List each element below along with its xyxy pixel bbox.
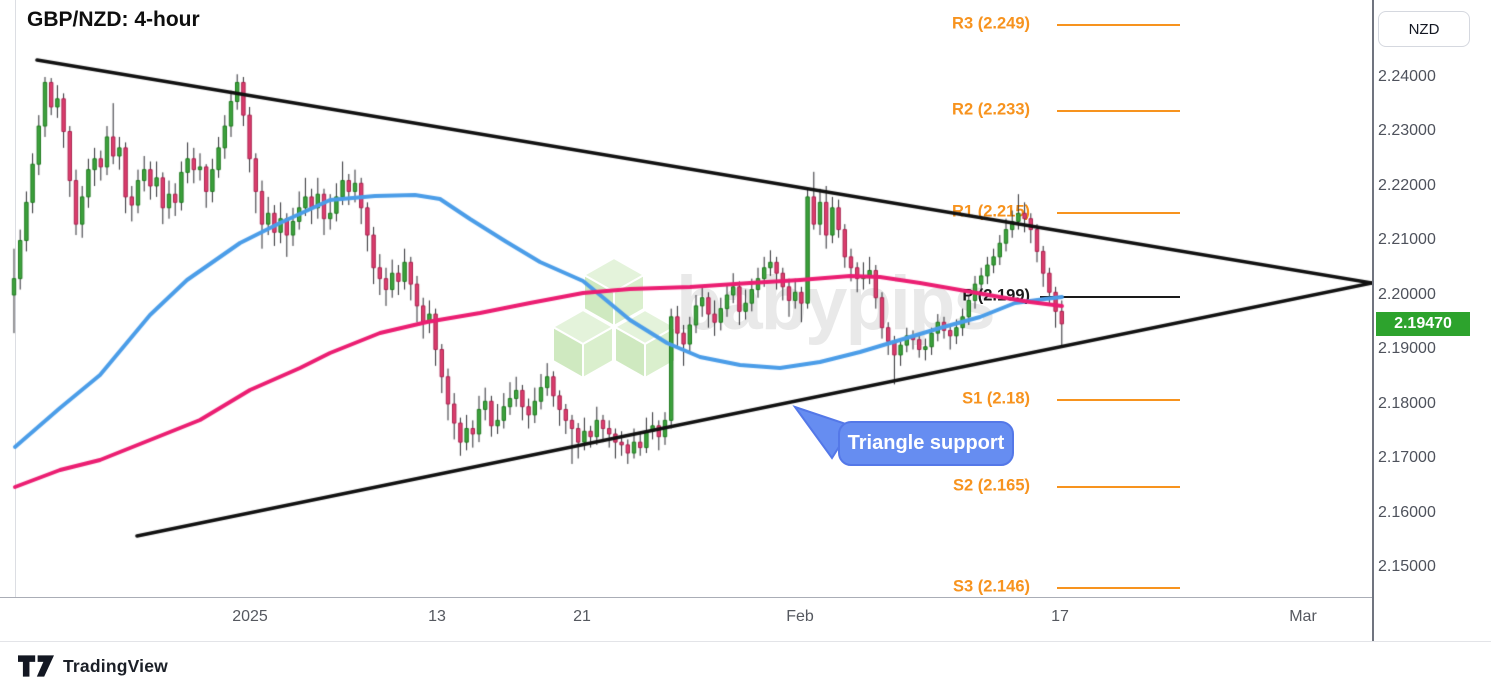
y-axis-label: 2.20000 [1378,286,1436,303]
y-axis-label: 2.22000 [1378,177,1436,194]
y-axis-label: 2.16000 [1378,504,1436,521]
chart-plot-area: babypips R3 (2.249)R2 (2.233)R1 (2.215)P… [0,0,1372,597]
y-axis-label: 2.18000 [1378,395,1436,412]
y-axis-label: 2.17000 [1378,449,1436,466]
price-axis[interactable]: NZD 2.19470 2.24000 2.23000 2.22000 2.21000… [1374,0,1491,641]
price-axis-separator [1372,0,1374,641]
callout-bubble: Triangle support [838,421,1014,466]
page-title: GBP/NZD: 4-hour [27,8,200,31]
last-price-tag: 2.19470 [1376,312,1470,336]
x-axis-label: 2025 [232,608,268,625]
x-axis-label: Feb [786,608,814,625]
x-axis-label: 13 [428,608,446,625]
price-chart-canvas[interactable] [0,0,1372,597]
axis-separator-bottom [0,641,1491,642]
y-axis-label: 2.15000 [1378,558,1436,575]
x-axis-label: Mar [1289,608,1317,625]
callout-text: Triangle support [847,432,1005,454]
time-axis[interactable]: 2025 13 21 Feb 17 Mar [0,598,1372,641]
x-axis-label: 17 [1051,608,1069,625]
currency-label: NZD [1408,20,1440,38]
y-axis-label: 2.21000 [1378,231,1436,248]
y-axis-label: 2.24000 [1378,68,1436,85]
currency-selector[interactable]: NZD [1378,11,1470,47]
y-axis-label: 2.19000 [1378,340,1436,357]
y-axis-label: 2.23000 [1378,122,1436,139]
tradingview-logo-icon [18,655,54,677]
x-axis-label: 21 [573,608,591,625]
tradingview-attribution[interactable]: TradingView [18,654,168,678]
axis-separator-top [0,597,1491,598]
tradingview-wordmark: TradingView [63,655,168,676]
